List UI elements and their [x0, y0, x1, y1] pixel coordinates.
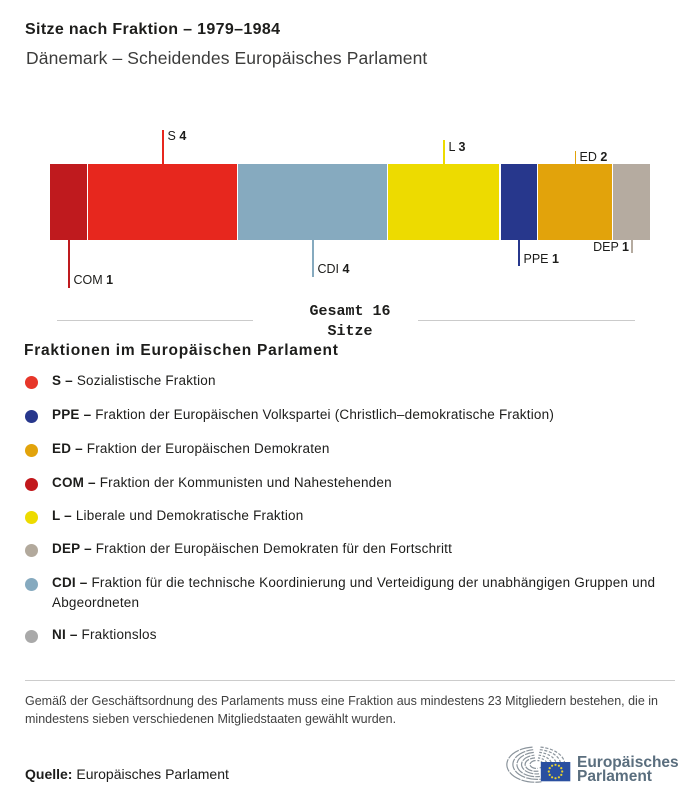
- svg-text:Parlament: Parlament: [577, 768, 652, 785]
- svg-text:Europäisches: Europäisches: [577, 754, 679, 771]
